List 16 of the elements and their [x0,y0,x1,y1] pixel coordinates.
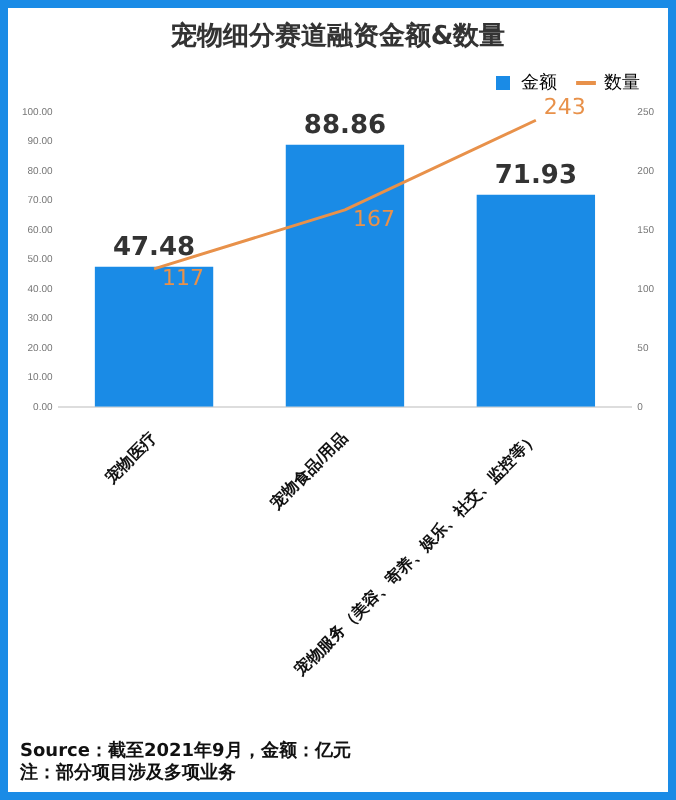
data-label: 47.48 [112,232,196,263]
x-tick-label: 宠物医疗 [99,427,160,489]
legend-label: 金额 [521,71,557,92]
data-label: 71.93 [494,160,577,191]
chart-title: 宠物细分赛道融资金额&数量 [168,19,508,54]
bar [94,266,214,407]
data-label: 88.86 [303,110,387,141]
bar [476,194,596,407]
text: 注：部分项目涉及多项业务 [20,764,238,786]
bar [285,144,405,407]
data-label: 243 [543,93,586,120]
legend-label: 数量 [604,71,640,92]
data-label: 167 [352,205,395,232]
data-label: 117 [162,264,205,291]
source-note: Source：截至2021年9月，金额：亿元 [20,742,351,762]
x-tick-label: 宠物食品/用品 [264,427,351,515]
